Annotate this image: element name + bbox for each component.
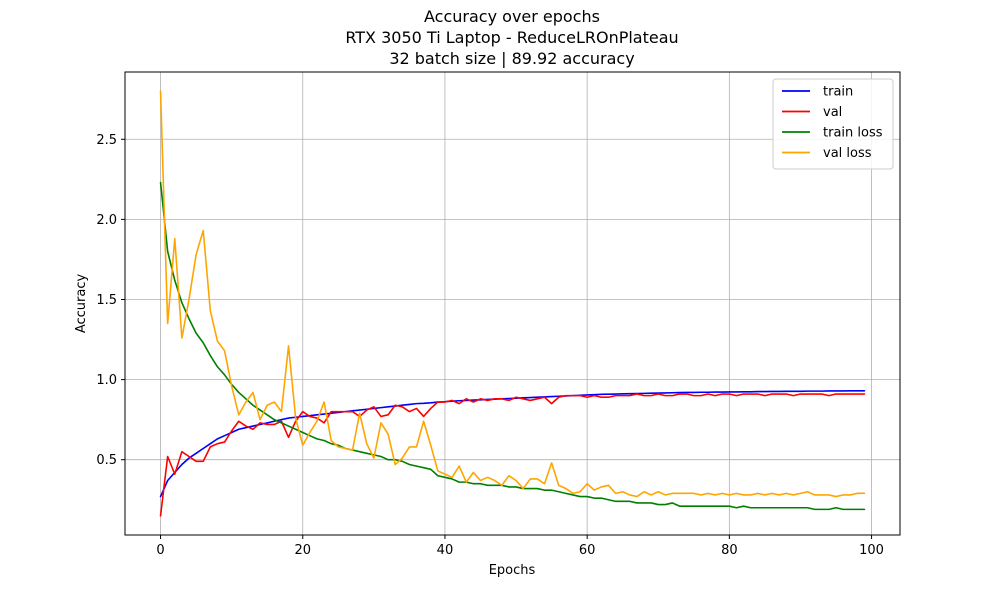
y-tick-label: 1.0 xyxy=(96,373,117,388)
x-tick-label: 40 xyxy=(437,543,454,558)
legend-box xyxy=(772,78,894,170)
chart-subtitle-line-2: 32 batch size | 89.92 accuracy xyxy=(389,49,634,68)
y-tick-label: 2.5 xyxy=(96,133,117,148)
x-axis-label: Epochs xyxy=(489,563,536,578)
legend-entry-label: train loss xyxy=(823,126,883,141)
legend-entry-label: train xyxy=(823,85,853,100)
series-line-train-loss xyxy=(159,181,866,511)
series-line-val-loss xyxy=(159,90,866,498)
series-layer xyxy=(159,90,866,517)
x-tick-label: 20 xyxy=(294,543,311,558)
ticks-layer: 0 20 40 60 80 100 0.5 1.0 1.5 2.0 2.5 xyxy=(96,133,884,558)
legend-entry-label: val loss xyxy=(823,146,872,161)
x-tick-label: 60 xyxy=(579,543,596,558)
series-line-val xyxy=(159,393,866,517)
plot-frame xyxy=(124,71,901,536)
legend: train val train loss val loss xyxy=(772,78,894,170)
chart-subtitle-line-1: RTX 3050 Ti Laptop - ReduceLROnPlateau xyxy=(345,28,678,47)
y-tick-label: 2.0 xyxy=(96,213,117,228)
chart-title: Accuracy over epochs xyxy=(424,7,600,26)
y-tick-label: 0.5 xyxy=(96,453,117,468)
y-axis-label: Accuracy xyxy=(74,274,89,334)
grid-layer xyxy=(125,72,900,535)
x-tick-label: 0 xyxy=(156,543,164,558)
y-tick-label: 1.5 xyxy=(96,293,117,308)
x-tick-label: 100 xyxy=(859,543,884,558)
legend-entry-label: val xyxy=(823,105,842,120)
x-tick-label: 80 xyxy=(721,543,738,558)
